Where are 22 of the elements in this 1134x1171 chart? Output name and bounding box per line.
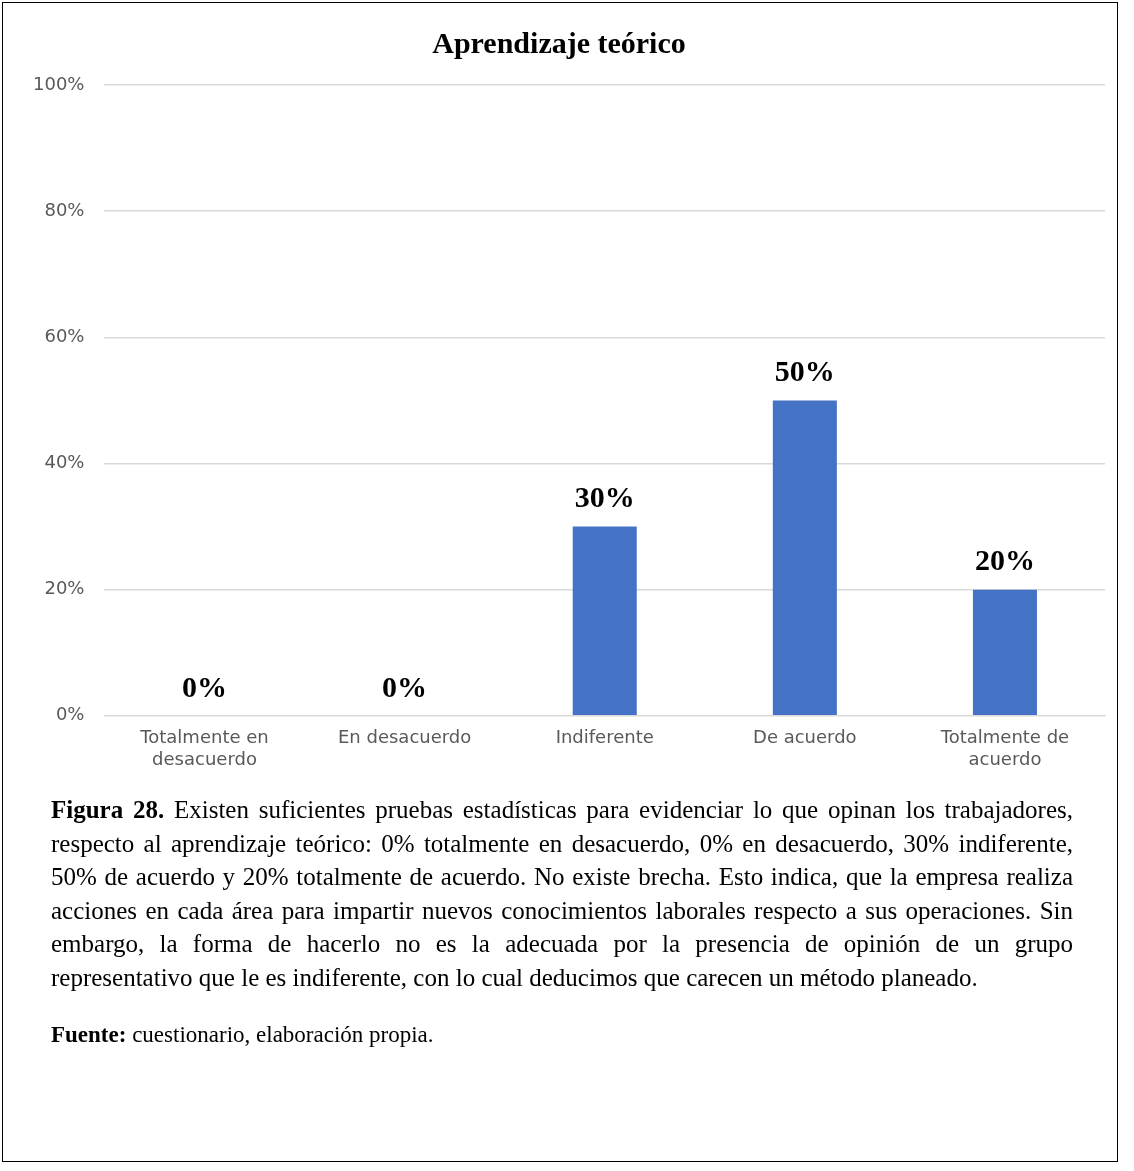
x-tick-label: Totalmente de acuerdo	[939, 726, 1070, 769]
text: Figura 28. Existen suficientes pruebas estadísticas para evidenciar lo que opinan los trabajadores, respecto al aprendizaje teórico: 0% totalmente en desacuerdo, 0% en desacuerdo, 30% indiferente, 50% de acuerdo y 20% totalmente de acuerdo. No existe brecha. Esto indica, que la empresa realiza acciones en cada área para impartir nuevos conocimientos laborales respecto a sus operaciones. Sin embargo, la forma de hacerlo no es la adecuada por la presencia de opinión de un grupo representativo que le es indiferente, con lo cual deducimos que carecen un método planeado.	[51, 796, 1073, 991]
x-tick-label: Totalmente en desacuerdo	[139, 726, 269, 769]
y-tick-label: 0%	[55, 703, 85, 725]
data-label: 50%	[774, 354, 835, 388]
x-tick-label: Indiferente	[555, 726, 654, 748]
y-tick-label: 40%	[44, 451, 85, 473]
chart-title: Aprendizaje teórico	[432, 25, 686, 59]
data-label: 30%	[574, 480, 635, 514]
y-tick-label: 80%	[44, 198, 85, 220]
y-tick-label: 60%	[44, 324, 85, 346]
data-label: 0%	[382, 669, 428, 703]
bar	[572, 526, 637, 716]
data-label: 0%	[182, 669, 228, 703]
y-tick-label: 20%	[44, 577, 85, 599]
x-tick-label: En desacuerdo	[337, 726, 472, 748]
data-label: 20%	[974, 543, 1035, 577]
bar	[972, 589, 1037, 716]
x-tick-label: De acuerdo	[753, 726, 857, 748]
bar	[772, 400, 837, 716]
y-tick-label: 100%	[32, 72, 85, 94]
source-note: Fuente: cuestionario, elaboración propia.	[51, 1022, 434, 1047]
